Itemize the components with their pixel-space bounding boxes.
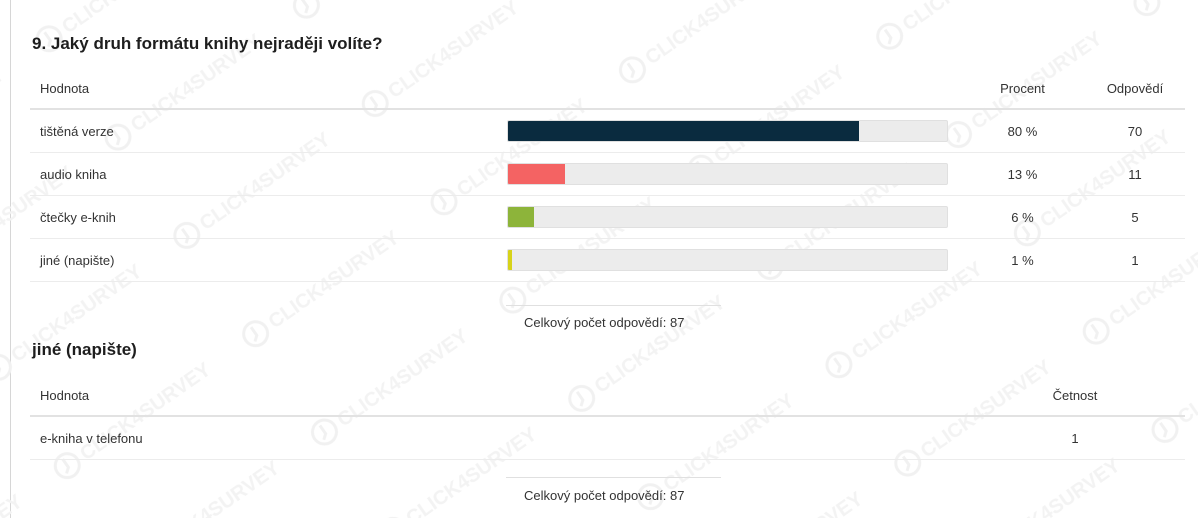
- table-row: audio kniha 13 % 11: [30, 153, 1185, 196]
- bar-fill: [508, 121, 860, 141]
- table-row: jiné (napište) 1 % 1: [30, 239, 1185, 282]
- table-row: e-kniha v telefonu 1: [30, 417, 1185, 460]
- other-title: jiné (napište): [32, 340, 137, 359]
- question-total: Celkový počet odpovědí: 87: [524, 315, 685, 330]
- bar-track: [507, 249, 948, 271]
- row-label: čtečky e-knih: [40, 209, 116, 225]
- table-row: tištěná verze 80 % 70: [30, 110, 1185, 153]
- row-bar: [507, 153, 948, 195]
- question-title: 9. Jaký druh formátu knihy nejraději vol…: [32, 34, 383, 53]
- other-header-value: Hodnota: [40, 387, 90, 403]
- row-label: jiné (napište): [40, 252, 115, 268]
- row-percent: 13 %: [1007, 166, 1038, 182]
- row-label: audio kniha: [40, 166, 107, 182]
- row-count: 5: [1131, 209, 1139, 225]
- other-header-frequency: Četnost: [1052, 387, 1098, 403]
- other-total-divider: [506, 477, 721, 478]
- row-bar: [507, 196, 948, 238]
- other-header-row: Hodnota Četnost: [30, 375, 1185, 417]
- row-percent: 80 %: [1007, 123, 1038, 139]
- answers-table: Hodnota Procent Odpovědí tištěná verze 80…: [30, 68, 1185, 282]
- row-frequency: 1: [1071, 430, 1079, 446]
- bar-track: [507, 163, 948, 185]
- row-count: 70: [1127, 123, 1143, 139]
- row-count: 1: [1131, 252, 1139, 268]
- bar-fill: [508, 207, 535, 227]
- bar-track: [507, 206, 948, 228]
- left-divider: [10, 0, 11, 518]
- row-bar: [507, 239, 948, 281]
- header-answers: Odpovědí: [1106, 80, 1164, 96]
- bar-track: [507, 120, 948, 142]
- row-percent: 6 %: [1011, 209, 1034, 225]
- header-percent: Procent: [1000, 80, 1045, 96]
- row-count: 11: [1128, 166, 1142, 182]
- row-percent: 1 %: [1011, 252, 1034, 268]
- total-divider: [506, 305, 721, 306]
- row-label: tištěná verze: [40, 123, 114, 139]
- row-bar: [507, 110, 948, 152]
- header-value: Hodnota: [40, 80, 90, 96]
- bar-fill: [508, 250, 513, 270]
- other-total: Celkový počet odpovědí: 87: [524, 488, 685, 503]
- table-row: čtečky e-knih 6 % 5: [30, 196, 1185, 239]
- row-label: e-kniha v telefonu: [40, 430, 143, 446]
- table-header-row: Hodnota Procent Odpovědí: [30, 68, 1185, 110]
- bar-fill: [508, 164, 566, 184]
- other-table: Hodnota Četnost e-kniha v telefonu 1: [30, 375, 1185, 460]
